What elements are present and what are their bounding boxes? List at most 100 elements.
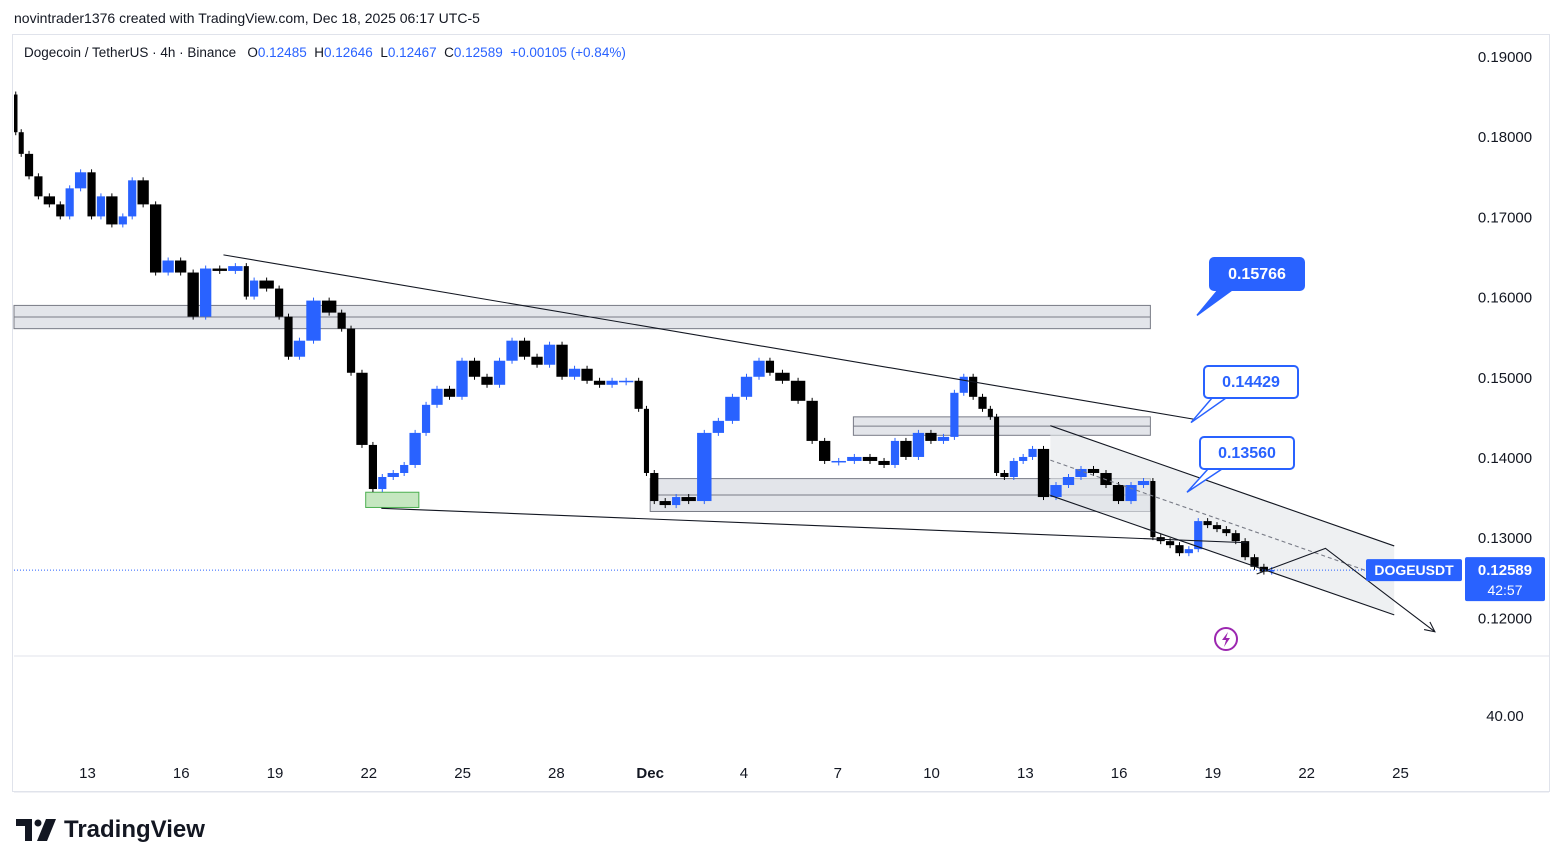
tradingview-logo[interactable]: TradingView [16,816,205,844]
candle-up [1269,570,1275,572]
candle-up [950,392,959,437]
candle-down [1175,545,1184,554]
candle-down [659,501,671,506]
candle-down [775,372,790,381]
candle-up [959,376,968,393]
candle-down [259,280,274,289]
candle-down [593,380,606,385]
x-tick-label: 19 [267,765,284,782]
candle-up [250,280,259,297]
indicator-tick-label: 40.00 [1486,708,1524,725]
candle-up [456,360,468,397]
channel-upper-line [1050,425,1395,547]
candle-down [556,344,568,377]
x-tick-label: 25 [454,765,471,782]
symbol-tag-text: DOGEUSDT [1374,562,1454,578]
price-series-layer [14,91,1275,575]
candle-up [1075,468,1087,477]
candle-up [400,464,409,473]
candle-up [387,472,399,477]
candle-down [1150,481,1156,538]
candle-down [581,368,593,381]
candle-up [1019,456,1028,461]
candle-up [1028,448,1037,457]
candle-down [212,268,227,271]
price-callout-text: 0.13560 [1218,445,1276,462]
y-tick-label: 0.13000 [1478,530,1532,547]
current-price-line-layer: DOGEUSDT 0.12589 42:57 [14,557,1545,602]
candle-up [847,456,862,461]
y-tick-label: 0.15000 [1478,370,1532,387]
candle-down [878,460,890,465]
x-tick-label: 7 [834,765,842,782]
candle-up [1194,521,1203,550]
y-tick-label: 0.16000 [1478,290,1532,307]
candle-up [128,180,137,217]
candle-down [806,400,818,441]
price-callout-pointer [1196,289,1235,316]
candle-up [725,396,740,421]
x-tick-label: 19 [1205,765,1222,782]
candle-down [1203,521,1212,526]
symbol-title: Dogecoin / TetherUS · 4h · Binance [24,45,237,60]
price-callout-box [1199,436,1295,470]
candle-down [1212,525,1222,530]
price-callouts-layer: 0.15766 0.14429 0.13560 [1186,257,1305,651]
candle-down [643,408,649,473]
candle-down [518,340,531,357]
candle-down [1231,533,1240,542]
candle-up [740,376,753,397]
price-callout-box [1209,257,1305,291]
candle-up [378,476,387,490]
symbol-ohlc-legend[interactable]: Dogecoin / TetherUS · 4h · Binance O 0.12… [24,45,626,60]
candle-down [187,272,199,317]
chart-caption: novintrader1376 created with TradingView… [14,10,480,26]
candle-up [421,404,431,433]
high-label: H [314,45,324,60]
candle-down [106,196,118,225]
projection-path [1256,547,1436,633]
projection-arrowhead [1423,621,1436,633]
candle-up [493,360,506,385]
price-callout-box [1203,365,1299,399]
candle-up [912,432,925,457]
candle-down [681,497,696,502]
x-tick-label: 4 [740,765,748,782]
y-tick-label: 0.19000 [1478,49,1532,66]
close-label: C [444,45,454,60]
candle-down [137,180,149,205]
candle-up [118,216,127,225]
candle-up [306,300,321,341]
candle-down [1087,468,1100,473]
descending-resistance-line [223,254,1195,420]
candle-up [543,344,556,365]
low-value: 0.12467 [387,45,437,60]
x-tick-label: 25 [1392,765,1409,782]
candle-up [831,460,846,463]
candle-down [14,94,18,133]
candle-down [275,288,284,317]
candle-down [994,416,1000,473]
candle-down [969,376,978,397]
candle-up [672,497,681,506]
y-tick-label: 0.18000 [1478,129,1532,146]
demand-zone-green [365,491,420,508]
candle-up [1137,481,1150,486]
candle-down [356,372,368,445]
open-label: O [247,45,258,60]
candle-up [96,196,106,217]
candle-up [1125,485,1137,502]
price-callout-pointer [1190,397,1229,424]
x-tick-label: 13 [1017,765,1034,782]
candle-down [1100,472,1112,486]
x-tick-label: 16 [1111,765,1128,782]
candle-up [409,432,421,465]
y-tick-label: 0.14000 [1478,450,1532,467]
channel-mid-line [1050,459,1395,581]
lightning-signal-icon [1214,627,1238,651]
high-value: 0.12646 [323,45,373,60]
candle-up [568,368,581,377]
candle-down [175,260,187,273]
current-price-text: 0.12589 [1478,562,1532,579]
